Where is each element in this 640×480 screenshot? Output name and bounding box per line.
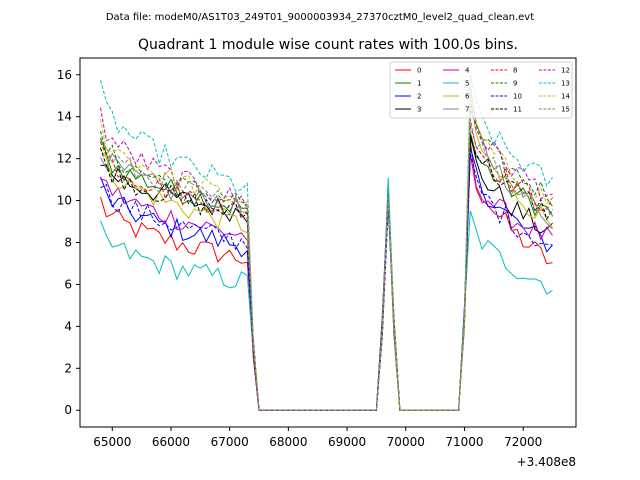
- y-tick-label: 16: [57, 68, 72, 82]
- legend-label-11: 11: [513, 106, 522, 114]
- series-line-0: [100, 140, 553, 411]
- x-tick-label: 66000: [152, 435, 190, 449]
- legend-label-9: 9: [513, 80, 517, 88]
- y-tick-label: 6: [64, 277, 72, 291]
- series-line-10: [100, 153, 553, 411]
- legend-label-6: 6: [465, 93, 470, 101]
- x-tick-label: 69000: [328, 435, 366, 449]
- series-line-11: [100, 137, 553, 411]
- legend-label-5: 5: [465, 80, 469, 88]
- y-tick-label: 12: [57, 152, 72, 166]
- legend-label-0: 0: [417, 67, 421, 75]
- legend-label-13: 13: [561, 80, 570, 88]
- y-tick-label: 8: [64, 236, 72, 250]
- legend-label-7: 7: [465, 106, 469, 114]
- series-line-9: [100, 109, 553, 411]
- chart-suptitle: Data file: modeM0/AS1T03_249T01_90000039…: [106, 12, 534, 23]
- x-tick-label: 67000: [211, 435, 249, 449]
- series-line-15: [100, 118, 553, 411]
- legend-label-8: 8: [513, 67, 517, 75]
- x-tick-label: 65000: [93, 435, 131, 449]
- legend-label-12: 12: [561, 67, 570, 75]
- legend-label-14: 14: [561, 93, 570, 101]
- plot-lines: [100, 73, 553, 411]
- y-tick-label: 14: [57, 110, 72, 124]
- x-tick-label: 70000: [387, 435, 425, 449]
- series-line-1: [100, 132, 553, 411]
- y-tick-label: 0: [64, 403, 72, 417]
- x-axis: 65000 66000 67000 68000 69000 70000 71000 72000: [93, 427, 542, 449]
- y-axis: 0 2 4 6 8 10 12 14 16: [57, 68, 80, 417]
- legend-box: [389, 61, 573, 119]
- series-line-2: [100, 147, 553, 411]
- x-offset-label: +3.408e8: [517, 455, 576, 469]
- legend-label-4: 4: [465, 67, 470, 75]
- x-tick-label: 71000: [445, 435, 483, 449]
- series-line-4: [100, 153, 553, 411]
- series-line-13: [100, 73, 553, 411]
- legend-label-2: 2: [417, 93, 421, 101]
- legend-label-1: 1: [417, 80, 421, 88]
- y-tick-label: 10: [57, 194, 72, 208]
- chart-title: Quadrant 1 module wise count rates with …: [138, 37, 518, 53]
- series-line-14: [100, 90, 553, 411]
- series-line-12: [100, 103, 553, 411]
- legend-label-3: 3: [417, 106, 421, 114]
- x-tick-label: 68000: [269, 435, 307, 449]
- y-tick-label: 2: [64, 361, 72, 375]
- y-tick-label: 4: [64, 319, 72, 333]
- series-line-5: [100, 177, 553, 411]
- legend-label-10: 10: [513, 93, 522, 101]
- series-line-7: [100, 86, 553, 411]
- x-tick-label: 72000: [504, 435, 542, 449]
- series-line-6: [100, 95, 553, 411]
- series-line-8: [100, 125, 553, 411]
- legend-label-15: 15: [561, 106, 570, 114]
